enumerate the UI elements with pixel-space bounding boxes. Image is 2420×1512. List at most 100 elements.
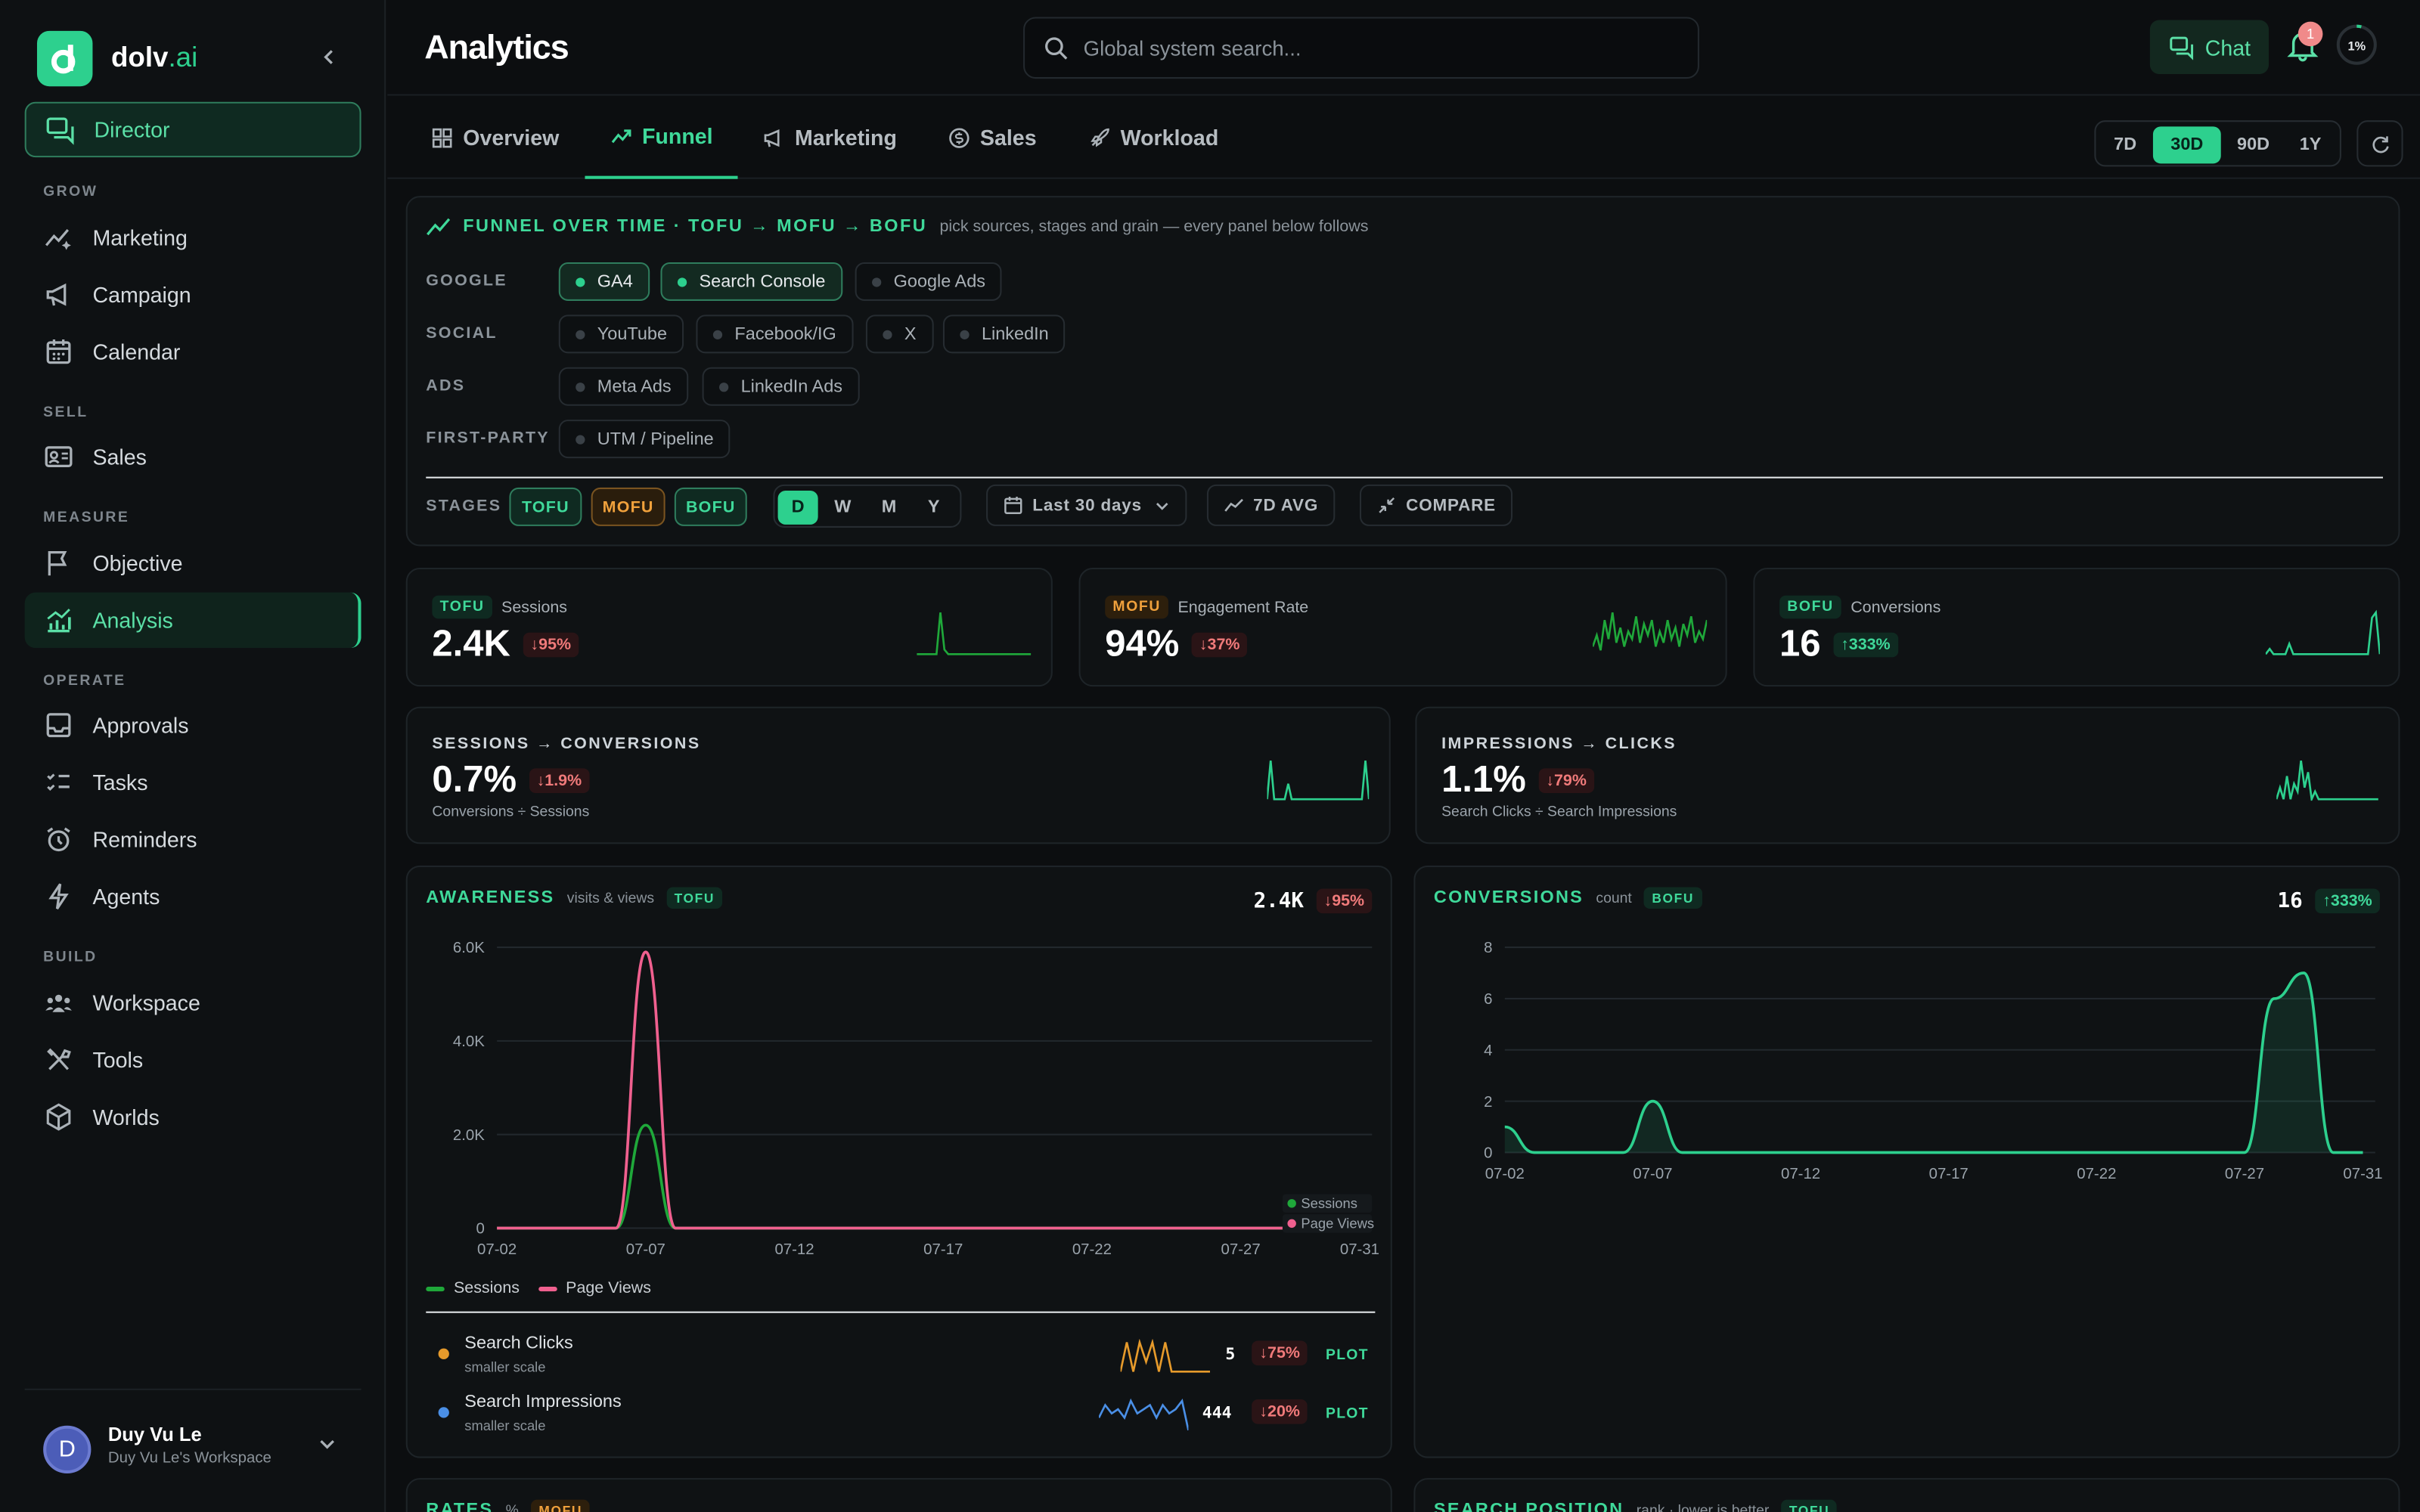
sidebar-item-campaign[interactable]: Campaign — [25, 267, 361, 322]
source-chip-linkedin-ads[interactable]: LinkedIn Ads — [702, 367, 860, 406]
tab-workload[interactable]: Workload — [1088, 96, 1218, 179]
kpi-delta: ↑333% — [1832, 632, 1898, 658]
stages-label: STAGES — [426, 497, 502, 516]
rocket-icon — [1091, 127, 1109, 147]
sidebar-item-tasks[interactable]: Tasks — [25, 754, 361, 810]
calendar-icon — [1004, 496, 1022, 515]
sidebar-item-label: Agents — [92, 884, 160, 909]
sparkline-path — [1099, 1398, 1189, 1431]
chart-title: SEARCH POSITION — [1433, 1501, 1624, 1512]
awareness-panel: AWARENESS visits & views TOFU 2.4K ↓95% … — [405, 865, 1392, 1458]
extra-series-row: Search Clicks smaller scale 5 ↓75% PLOT — [426, 1330, 1375, 1379]
sparkline-path — [917, 612, 1032, 655]
source-chip-google-ads[interactable]: Google Ads — [855, 262, 1003, 301]
grain-week[interactable]: W — [834, 498, 852, 517]
source-chip-x[interactable]: X — [865, 314, 934, 354]
series-line-0 — [1504, 971, 2363, 1154]
tab-funnel[interactable]: Funnel — [585, 96, 738, 179]
sidebar-item-tools[interactable]: Tools — [25, 1032, 361, 1087]
stage-toggle-tofu[interactable]: TOFU — [509, 487, 582, 526]
section-label-measure: MEASURE — [43, 509, 130, 526]
tab-label: Sales — [979, 125, 1037, 150]
sidebar-item-objective[interactable]: Objective — [25, 535, 361, 590]
date-range-dropdown[interactable]: Last 30 days — [986, 484, 1187, 526]
sidebar-item-label: Tasks — [92, 770, 148, 795]
sidebar-item-director[interactable]: Director — [24, 101, 361, 158]
global-search[interactable] — [1023, 17, 1699, 79]
range-90d[interactable]: 90D — [2237, 135, 2270, 155]
series-name: Search Impressions — [464, 1393, 622, 1412]
stage-badge: BOFU — [1779, 595, 1841, 619]
source-chip-search-console[interactable]: Search Console — [660, 262, 842, 301]
grain-selector: D W M Y — [773, 484, 962, 528]
grain-month[interactable]: M — [881, 498, 897, 517]
y-tick-label: 6.0K — [453, 940, 485, 956]
trend-sparkle-icon — [45, 229, 71, 250]
source-chip-utm-pipeline[interactable]: UTM / Pipeline — [558, 420, 731, 459]
tab-marketing[interactable]: Marketing — [762, 96, 897, 179]
x-tick-label: 07-27 — [1221, 1241, 1261, 1258]
plot-button[interactable]: PLOT — [1326, 1346, 1369, 1365]
compare-toggle[interactable]: COMPARE — [1359, 484, 1513, 526]
sidebar-item-analysis[interactable]: Analysis — [24, 592, 361, 649]
filter-title: FUNNEL OVER TIME · TOFU → MOFU → BOFU — [463, 217, 928, 237]
x-tick-label: 07-31 — [1340, 1241, 1379, 1258]
legend-divider — [426, 1311, 1376, 1313]
status-dot — [576, 382, 585, 392]
sidebar-item-marketing[interactable]: Marketing — [25, 210, 361, 265]
avatar[interactable]: D — [43, 1425, 92, 1473]
series-line-1 — [497, 950, 1360, 1230]
range-7d[interactable]: 7D — [2114, 135, 2137, 155]
inbox-icon — [46, 713, 71, 738]
logo-icon[interactable] — [36, 30, 93, 87]
chevron-down-icon[interactable] — [318, 1435, 336, 1458]
source-chip-linkedin[interactable]: LinkedIn — [942, 314, 1066, 354]
source-chip-youtube[interactable]: YouTube — [558, 314, 684, 354]
tools-icon — [47, 1048, 71, 1070]
sidebar-item-agents[interactable]: Agents — [25, 869, 361, 924]
sidebar-item-reminders[interactable]: Reminders — [25, 811, 361, 866]
kpi-label: Engagement Rate — [1177, 597, 1309, 617]
stage-toggle-bofu[interactable]: BOFU — [674, 487, 747, 526]
tab-sales[interactable]: Sales — [948, 96, 1037, 179]
source-chip-meta-ads[interactable]: Meta Ads — [558, 367, 689, 406]
chart-subtitle: count — [1596, 889, 1632, 906]
chip-label: YouTube — [597, 324, 668, 344]
avg-toggle[interactable]: 7D AVG — [1206, 484, 1336, 526]
series-delta: ↓20% — [1252, 1399, 1308, 1424]
chat-button[interactable]: Chat — [2149, 20, 2269, 74]
grain-day[interactable]: D — [777, 490, 818, 525]
analytics-chart-icon — [47, 609, 71, 633]
avg-label: 7D AVG — [1253, 496, 1319, 515]
sidebar-item-approvals[interactable]: Approvals — [25, 697, 361, 752]
sidebar-item-workspace[interactable]: Workspace — [25, 975, 361, 1030]
ratio-value: 1.1% — [1441, 759, 1526, 801]
x-tick-label: 07-27 — [2225, 1166, 2264, 1182]
sidebar-item-calendar[interactable]: Calendar — [25, 324, 361, 380]
sparkline-path — [1593, 612, 1708, 651]
chip-label: GA4 — [597, 272, 633, 291]
legend-label: Page Views — [566, 1278, 651, 1298]
range-1y[interactable]: 1Y — [2299, 135, 2322, 155]
sidebar-item-label: Calendar — [92, 339, 181, 364]
collapse-sidebar-icon[interactable] — [315, 43, 343, 71]
tab-label: Overview — [463, 125, 560, 150]
y-tick-label: 6 — [1484, 991, 1492, 1008]
sidebar-item-worlds[interactable]: Worlds — [25, 1089, 361, 1145]
grain-year[interactable]: Y — [927, 498, 940, 517]
source-chip-facebook-ig[interactable]: Facebook/IG — [696, 314, 854, 354]
flag-icon — [48, 550, 67, 576]
search-input[interactable] — [1083, 36, 1671, 60]
ratio-card-impressions-clicks: IMPRESSIONS → CLICKS 1.1% ↓79% Search Cl… — [1415, 706, 2400, 844]
range-30d[interactable]: 30D — [2152, 126, 2221, 164]
refresh-button[interactable] — [2356, 120, 2403, 167]
series-sparkline — [1120, 1339, 1210, 1373]
source-chip-ga4[interactable]: GA4 — [558, 262, 650, 301]
stage-toggle-mofu[interactable]: MOFU — [591, 487, 666, 526]
sidebar-item-sales[interactable]: Sales — [25, 429, 361, 484]
series-sub: smaller scale — [464, 1359, 546, 1375]
tab-overview[interactable]: Overview — [430, 96, 559, 179]
progress-ring[interactable]: 1% — [2335, 23, 2378, 67]
plot-button[interactable]: PLOT — [1326, 1405, 1369, 1423]
kpi-label: Sessions — [501, 597, 567, 617]
